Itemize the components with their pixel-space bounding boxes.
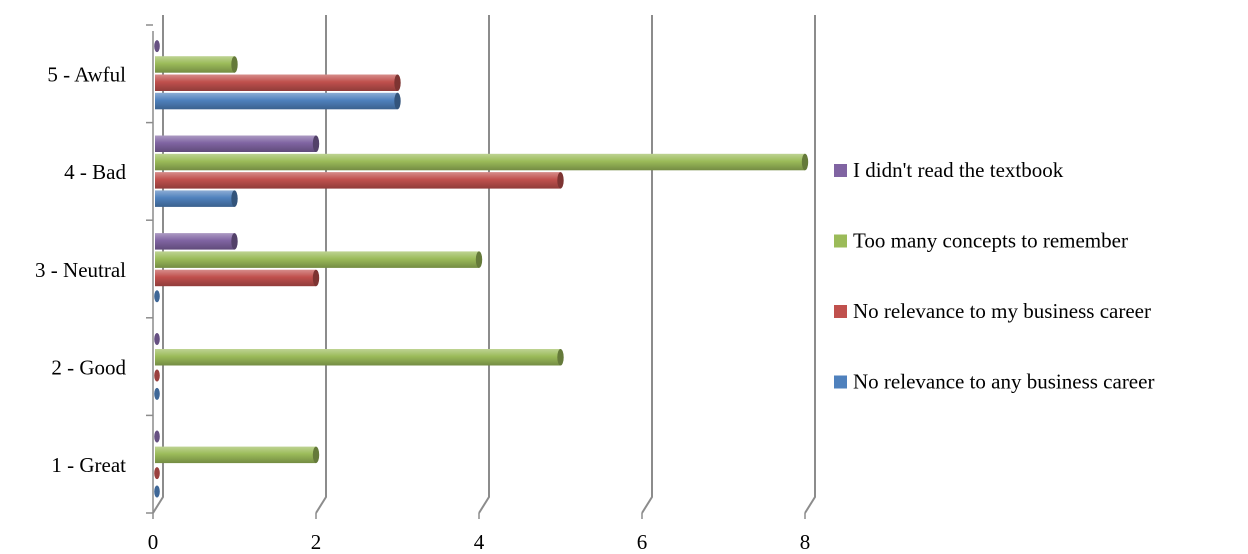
bar-2-3 [155,269,320,287]
legend-swatch [834,164,847,177]
legend: I didn't read the textbook Too many conce… [834,158,1154,394]
legend-label: Too many concepts to remember [853,229,1128,253]
bar-2-1 [154,467,160,480]
bar-4-2 [154,332,160,345]
bar-4-5 [154,40,160,53]
gridline-6 [641,15,653,514]
bar-2-4 [155,172,564,189]
bar-4-3 [155,233,238,250]
bar-1-3 [154,290,160,303]
tick-labels: 1 - Great 2 - Good 3 - Neutral 4 - Bad 5 - A… [35,63,810,554]
bar-1-1 [154,485,160,498]
y-tick-label: 5 - Awful [47,63,126,87]
bar-1-5 [155,92,401,110]
y-tick-label: 1 - Great [51,453,126,477]
legend-item: No relevance to any business career [834,370,1154,394]
bar-3-1 [155,446,320,464]
x-tick-label: 8 [800,530,811,554]
bar-3-4 [155,153,809,171]
y-tick-label: 2 - Good [51,355,126,379]
bar-2-2 [154,369,160,382]
bar-3-2 [155,349,564,366]
legend-label: I didn't read the textbook [853,158,1064,182]
legend-label: No relevance to my business career [853,299,1151,323]
gridline-8 [804,15,816,514]
bar-4-4 [155,135,320,152]
bar-3-5 [155,56,238,73]
x-tick-label: 4 [474,530,485,554]
legend-item: No relevance to my business career [834,299,1151,323]
legend-swatch [834,305,847,318]
x-tick-label: 6 [637,530,648,554]
y-tick-label: 4 - Bad [64,160,126,184]
bar-3-3 [155,251,483,268]
bar-2-5 [155,74,401,91]
legend-item: Too many concepts to remember [834,229,1128,253]
x-tick-label: 0 [148,530,159,554]
legend-item: I didn't read the textbook [834,158,1064,182]
legend-swatch [834,234,847,248]
legend-swatch [834,375,847,389]
bar-4-1 [154,430,160,443]
bars [154,40,809,498]
axes [146,24,806,519]
x-tick-label: 2 [311,530,322,554]
bar-1-4 [155,190,238,207]
bar-1-2 [154,387,160,400]
legend-label: No relevance to any business career [853,370,1154,394]
y-tick-label: 3 - Neutral [35,258,126,282]
